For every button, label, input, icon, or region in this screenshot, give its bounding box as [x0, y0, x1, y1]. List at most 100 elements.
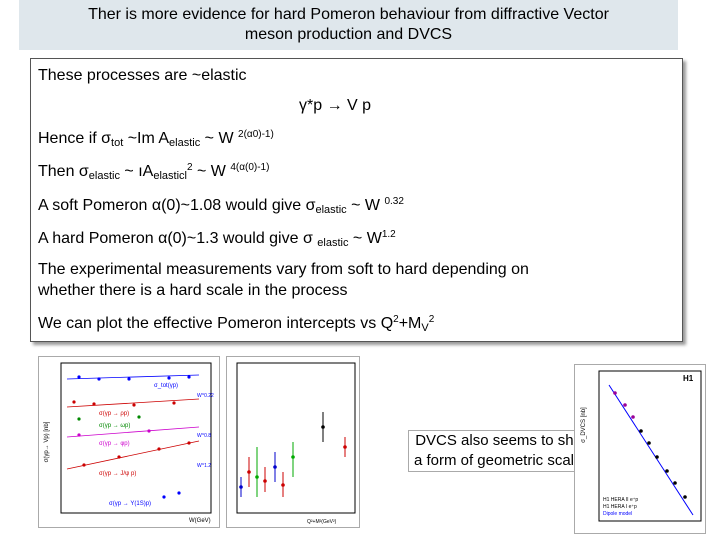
vector-meson-cross-section-plot: σ(γp→ Vp) [nb] W(GeV) σ_tot(γp) W^0.22 W…	[38, 356, 220, 528]
reaction-text: γ*p → V p	[299, 97, 372, 114]
soft-a: A soft Pomeron α(0)~1.08 would give σ	[38, 197, 316, 214]
dvcs-scaling-plot: σ_DVCS [nb] H1 H1 HERA II e⁺p H1 HERA I …	[574, 364, 706, 534]
right-plot-ylabel: σ_DVCS [nb]	[581, 407, 587, 443]
hence-line: Hence if σtot ~Im Aelastic ~ W 2(α0)-1)	[38, 129, 274, 149]
intercept-plot: Q²+M²(GeV²)	[226, 356, 360, 528]
dvcs-point	[655, 455, 659, 459]
intercept-point	[255, 475, 259, 479]
label-upsilon: σ(γp → Υ(1S)p)	[109, 501, 151, 507]
middle-plot-xlabel: Q²+M²(GeV²)	[307, 519, 337, 525]
dvcs-note: DVCS also seems to show a form of geomet…	[408, 430, 600, 472]
plot-intercepts-line: We can plot the effective Pomeron interc…	[38, 314, 434, 334]
left-plot-points	[66, 374, 200, 499]
middle-plot-points	[239, 412, 347, 497]
plot-a: We can plot the effective Pomeron interc…	[38, 315, 394, 332]
plot-b-sub: V	[421, 322, 429, 334]
intercept-point	[321, 425, 325, 429]
hence-c: ~ W	[200, 130, 239, 147]
hard-a-sub: elastic	[317, 237, 349, 249]
title-line-1: Ther is more evidence for hard Pomeron b…	[88, 6, 609, 23]
right-plot-tag: H1	[683, 374, 694, 383]
title-line-2: meson production and DVCS	[244, 26, 453, 43]
dvcs-point	[639, 429, 643, 433]
then-a: Then σ	[38, 163, 89, 180]
omega-point	[137, 415, 141, 419]
legend-hera2: H1 HERA II e⁺p	[603, 497, 638, 503]
then-b-sub: elasticl	[153, 170, 187, 182]
left-plot-xlabel: W(GeV)	[189, 518, 211, 524]
intercept-point	[291, 455, 295, 459]
label-w022: W^0.22	[197, 393, 214, 399]
dvcs-point	[613, 391, 617, 395]
rho-point	[172, 401, 176, 405]
tot-curve	[66, 374, 200, 380]
intercept-point	[263, 479, 267, 483]
dvcs-plot-svg: σ_DVCS [nb] H1 H1 HERA II e⁺p H1 HERA I …	[581, 370, 702, 522]
upsilon-point	[177, 491, 181, 495]
hard-b: ~ W	[348, 230, 382, 247]
soft-b-sup: 0.32	[384, 196, 404, 207]
left-plot-ylabel: σ(γp→ Vp) [nb]	[44, 421, 50, 462]
dipole-model-curve	[608, 384, 694, 516]
plot-b: +M	[398, 315, 422, 332]
dvcs-point	[673, 481, 677, 485]
label-phi: σ(γp → φp)	[99, 441, 130, 447]
jpsi-curve	[66, 440, 200, 470]
rho-point	[92, 402, 96, 406]
plot-b-sup: 2	[428, 314, 435, 325]
rho-point	[72, 400, 76, 404]
rho-point	[132, 403, 136, 407]
phi-curve	[66, 426, 200, 438]
label-omega: σ(γp → ωp)	[99, 423, 130, 429]
experimental-line-2: whether there is a hard scale in the pro…	[38, 282, 348, 299]
hence-c-sup: 2(α0)-1)	[238, 129, 274, 140]
label-sigma-tot: σ_tot(γp)	[154, 383, 178, 389]
intercept-point	[247, 470, 251, 474]
then-b-sup: 2	[186, 162, 193, 173]
intercept-point	[281, 483, 285, 487]
tot-point	[127, 377, 131, 381]
label-rho: σ(γp → ρp)	[99, 411, 129, 417]
hard-pomeron-line: A hard Pomeron α(0)~1.3 would give σ ela…	[38, 229, 396, 249]
rho-curve	[66, 398, 200, 408]
left-plot-frame	[60, 362, 212, 514]
then-line: Then σelastic ~ ıAelasticl2 ~ W 4(α(0)-1…	[38, 162, 269, 182]
then-b: ~ ıA	[119, 163, 154, 180]
intercept-plot-svg: Q²+M²(GeV²)	[236, 362, 356, 525]
then-c: ~ W	[192, 163, 231, 180]
soft-a-sub: elastic	[315, 204, 347, 216]
hence-b: ~Im A	[123, 130, 170, 147]
then-c-sup: 4(α(0)-1)	[230, 162, 270, 173]
tot-point	[77, 375, 81, 379]
intercept-point	[343, 445, 347, 449]
label-jpsi: σ(γp → J/ψ p)	[99, 471, 136, 477]
tot-point	[187, 375, 191, 379]
intercept-point	[239, 485, 243, 489]
hence-a: Hence if σ	[38, 130, 112, 147]
tot-point	[167, 376, 171, 380]
omega-point	[77, 417, 81, 421]
legend-hera1: H1 HERA I e⁺p	[603, 504, 637, 510]
dvcs-point	[631, 415, 635, 419]
intro-text: These processes are ~elastic	[38, 67, 247, 84]
then-a-sub: elastic	[88, 170, 120, 182]
legend-dipole: Dipole model	[603, 511, 632, 517]
upsilon-point	[162, 495, 166, 499]
plot-a-sup: 2	[393, 314, 399, 325]
content-panel: These processes are ~elastic γ*p → V p H…	[30, 58, 683, 342]
hence-b-sub: elastic	[169, 137, 201, 149]
experimental-line-1: The experimental measurements vary from …	[38, 261, 529, 278]
hence-a-sub: tot	[111, 137, 124, 149]
label-w12: W^1.2	[197, 463, 211, 469]
right-plot-points	[613, 391, 687, 499]
soft-pomeron-line: A soft Pomeron α(0)~1.08 would give σela…	[38, 196, 404, 216]
dvcs-point	[665, 469, 669, 473]
intercept-point	[273, 465, 277, 469]
label-w08: W^0.8	[197, 433, 211, 439]
hard-b-sup: 1.2	[381, 229, 396, 240]
dvcs-point	[623, 403, 627, 407]
dvcs-point	[683, 495, 687, 499]
middle-plot-frame	[236, 362, 356, 514]
slide-title: Ther is more evidence for hard Pomeron b…	[19, 0, 678, 50]
right-plot-frame	[598, 370, 702, 522]
